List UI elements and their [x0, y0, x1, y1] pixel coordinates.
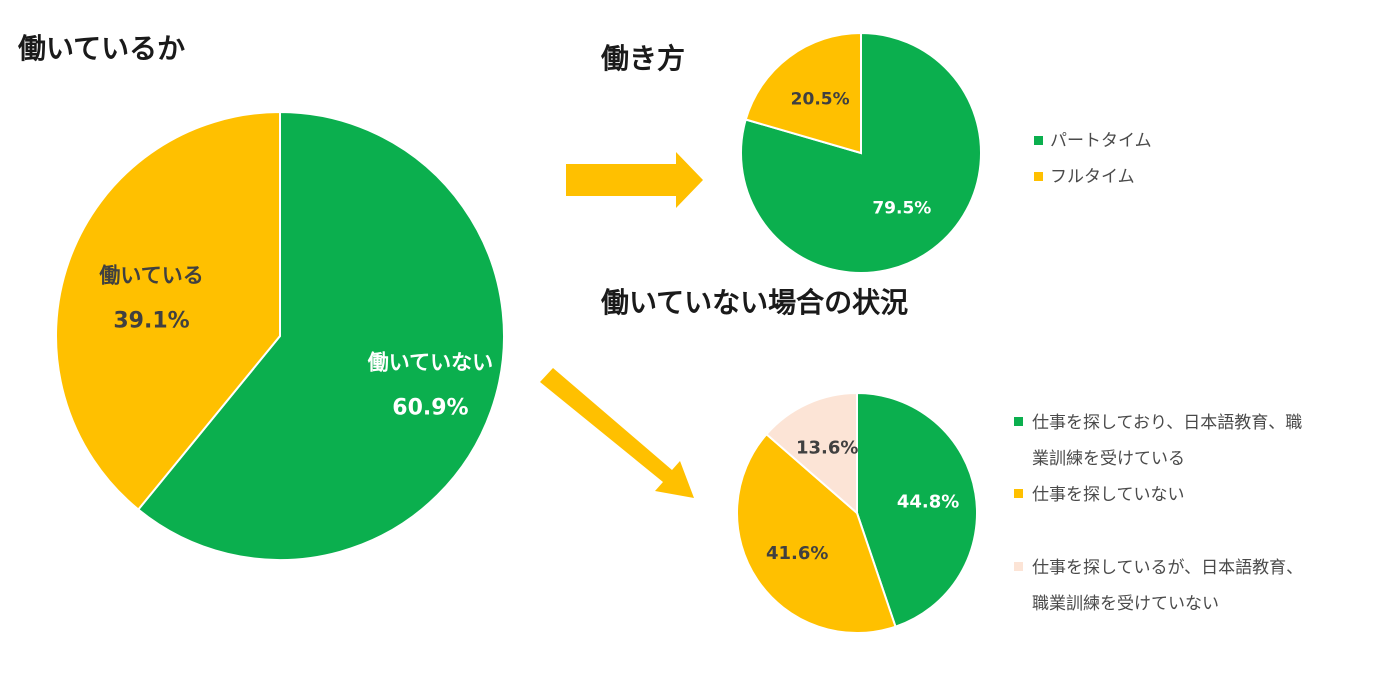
- chart-title-working: 働いているか: [17, 32, 185, 65]
- legend-not-working-status: 仕事を探しており、日本語教育、職業訓練を受けている仕事を探していない仕事を探して…: [1014, 413, 1303, 614]
- arrow-right-icon: [566, 152, 703, 208]
- chart-title-not-working-status: 働いていない場合の状況: [600, 286, 908, 319]
- pie0-slice-value-0: 60.9%: [392, 396, 468, 421]
- legend2-swatch-1: [1014, 489, 1023, 498]
- legend1-swatch-0: [1034, 136, 1043, 145]
- pie2-slice-value-0: 44.8%: [897, 491, 959, 512]
- legend2-label-2-1: 職業訓練を受けていない: [1032, 594, 1219, 614]
- pie2-slice-value-1: 41.6%: [766, 543, 828, 564]
- legend2-swatch-0: [1014, 417, 1023, 426]
- pie-not-working-status: 44.8% 41.6% 13.6%: [736, 391, 978, 634]
- arrow-diagonal-icon: [540, 368, 694, 498]
- pie2-slice-2: [765, 391, 858, 516]
- pie0-slice-name-1: 働いている: [98, 263, 203, 287]
- legend2-label-1-0: 仕事を探していない: [1032, 485, 1185, 505]
- pie0-slice-1: [55, 110, 281, 511]
- pie0-slice-name-0: 働いていない: [367, 351, 493, 375]
- pie2-slice-value-2: 13.6%: [796, 437, 858, 458]
- legend1-label-0: パートタイム: [1050, 131, 1152, 151]
- legend1-label-1: フルタイム: [1050, 167, 1135, 187]
- pie1-slice-value-0: 79.5%: [872, 198, 931, 218]
- legend2-label-2-0: 仕事を探しているが、日本語教育、: [1032, 558, 1303, 578]
- legend2-label-0-1: 業訓練を受けている: [1032, 449, 1185, 469]
- pie2-slice-0: [856, 391, 978, 628]
- pie0-slice-value-1: 39.1%: [113, 308, 189, 333]
- pie1-slice-1: [744, 31, 862, 155]
- pie-work-style: 79.5% 20.5%: [740, 31, 982, 274]
- chart-title-work-style: 働き方: [600, 42, 685, 75]
- pie2-slice-1: [736, 432, 897, 634]
- legend2-swatch-2: [1014, 562, 1023, 571]
- pie0-slice-0: [136, 110, 505, 561]
- legend1-swatch-1: [1034, 172, 1043, 181]
- pie1-slice-value-1: 20.5%: [791, 90, 850, 110]
- legend2-label-0-0: 仕事を探しており、日本語教育、職: [1032, 413, 1302, 433]
- pie-working: 働いていない 60.9% 働いている 39.1%: [55, 110, 505, 561]
